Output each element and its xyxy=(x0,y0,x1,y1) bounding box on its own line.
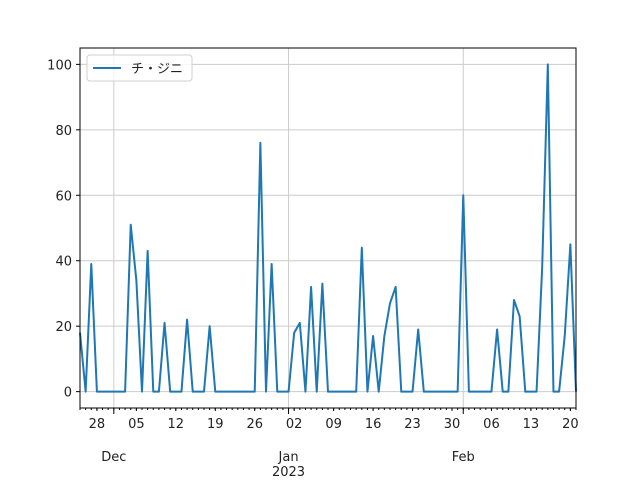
x-tick-label: 30 xyxy=(444,417,461,432)
x-tick-label: 12 xyxy=(168,417,185,432)
x-tick-label: 06 xyxy=(483,417,500,432)
y-tick-label: 60 xyxy=(55,189,72,204)
x-tick-label: 26 xyxy=(246,417,263,432)
y-tick-label: 20 xyxy=(55,320,72,335)
legend-box xyxy=(86,54,193,82)
y-tick-label: 100 xyxy=(47,58,72,73)
x-tick-label: 13 xyxy=(523,417,540,432)
legend: チ・ジニ xyxy=(86,54,193,82)
y-tick-label: 80 xyxy=(55,124,72,139)
x-tick-label: 09 xyxy=(325,417,342,432)
x-tick-label: 05 xyxy=(128,417,145,432)
legend-label: チ・ジニ xyxy=(131,62,183,77)
x-month-label: Feb xyxy=(452,450,475,465)
x-tick-label: 23 xyxy=(404,417,421,432)
x-tick-label: 20 xyxy=(562,417,579,432)
y-tick-label: 40 xyxy=(55,255,72,270)
x-year-label: 2023 xyxy=(272,465,305,480)
series-layer xyxy=(79,63,577,393)
x-month-label: Dec xyxy=(101,450,126,465)
y-tick-label: 0 xyxy=(64,386,72,401)
x-tick-label: 28 xyxy=(89,417,106,432)
grid-lines xyxy=(80,48,576,408)
x-month-label: Jan xyxy=(278,450,299,465)
x-tick-label: 19 xyxy=(207,417,224,432)
y-axis: 0 20 40 60 80 100 xyxy=(47,58,80,401)
x-tick-label: 02 xyxy=(286,417,303,432)
x-tick-label: 16 xyxy=(365,417,382,432)
